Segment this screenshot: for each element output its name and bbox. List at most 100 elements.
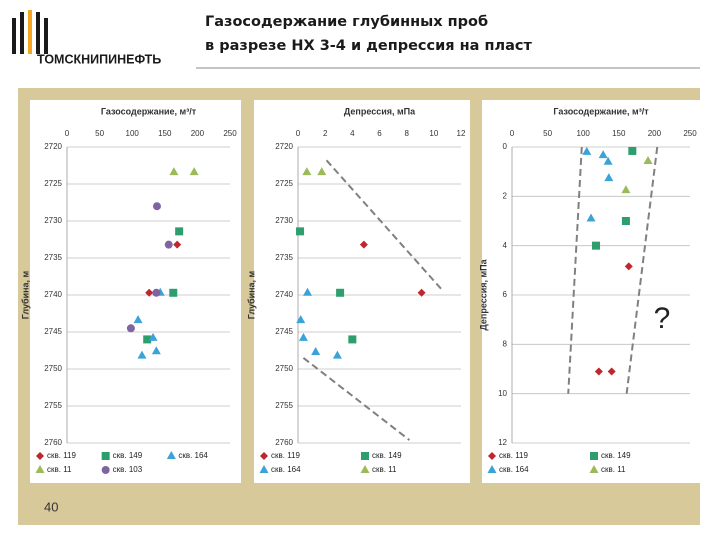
y-tick-label: 12 bbox=[498, 438, 507, 447]
y-tick-label: 2725 bbox=[44, 179, 62, 188]
x-tick-label: 150 bbox=[158, 129, 172, 138]
x-tick-label: 0 bbox=[296, 129, 301, 138]
legend-label: скв. 11 bbox=[372, 465, 397, 474]
x-tick-label: 10 bbox=[429, 129, 438, 138]
y-tick-label: 2720 bbox=[275, 142, 293, 151]
chart-box bbox=[482, 100, 700, 483]
chart-box bbox=[30, 100, 241, 483]
point bbox=[303, 287, 313, 296]
x-axis-title: Депрессия, мПа bbox=[344, 106, 416, 116]
legend-label: скв. 103 bbox=[113, 465, 143, 474]
trend-line bbox=[302, 357, 410, 441]
slide-title: в разрезе НХ 3-4 и депрессия на пласт bbox=[205, 38, 533, 54]
y-tick-label: 2725 bbox=[275, 179, 293, 188]
x-tick-label: 200 bbox=[191, 129, 205, 138]
y-tick-label: 2720 bbox=[44, 142, 62, 151]
y-axis-title: Депрессия, мПа bbox=[478, 258, 488, 330]
x-tick-label: 0 bbox=[65, 129, 70, 138]
point bbox=[643, 156, 653, 165]
point bbox=[175, 227, 184, 236]
x-tick-label: 12 bbox=[457, 129, 466, 138]
legend-marker bbox=[361, 452, 369, 460]
trend-line bbox=[325, 159, 443, 291]
point bbox=[628, 146, 637, 155]
y-axis-title: Глубина, м bbox=[246, 270, 256, 319]
chart: Депрессия, мПа Глубина, м 0 2 4 6 8 10 12 2720 272… bbox=[246, 100, 470, 483]
point bbox=[296, 315, 306, 324]
trend-line bbox=[567, 146, 583, 394]
y-tick-label: 2735 bbox=[275, 253, 293, 262]
annotation: ? bbox=[654, 302, 671, 335]
y-tick-label: 2730 bbox=[44, 216, 62, 225]
point bbox=[417, 288, 426, 297]
point bbox=[164, 240, 173, 249]
legend-label: скв. 11 bbox=[47, 465, 72, 474]
legend-marker bbox=[488, 452, 496, 460]
x-tick-label: 250 bbox=[223, 129, 237, 138]
chart-box bbox=[254, 100, 470, 483]
point bbox=[359, 240, 368, 249]
x-axis-title: Газосодержание, м³/т bbox=[101, 106, 197, 116]
x-tick-label: 0 bbox=[510, 129, 515, 138]
logo-bar bbox=[12, 18, 16, 54]
y-tick-label: 0 bbox=[503, 142, 508, 151]
legend-label: скв. 149 bbox=[113, 451, 143, 460]
legend-label: скв. 149 bbox=[372, 451, 402, 460]
legend-marker bbox=[590, 452, 598, 460]
point bbox=[598, 150, 608, 159]
point bbox=[133, 315, 143, 324]
legend-marker bbox=[35, 465, 45, 473]
legend-marker bbox=[260, 452, 268, 460]
x-tick-label: 150 bbox=[612, 129, 626, 138]
point bbox=[169, 288, 178, 297]
legend-marker bbox=[259, 465, 269, 473]
point bbox=[332, 350, 342, 359]
point bbox=[173, 240, 182, 249]
point bbox=[296, 227, 305, 236]
point bbox=[145, 288, 154, 297]
logo-text: ТОМСКНИПИНЕФТЬ bbox=[37, 52, 161, 66]
x-axis-title: Газосодержание, м³/т bbox=[553, 106, 649, 116]
y-tick-label: 2760 bbox=[44, 438, 62, 447]
y-tick-label: 4 bbox=[503, 241, 508, 250]
point bbox=[592, 241, 601, 250]
legend-marker bbox=[101, 466, 110, 474]
y-tick-label: 2730 bbox=[275, 216, 293, 225]
point bbox=[582, 146, 592, 155]
x-tick-label: 4 bbox=[350, 129, 355, 138]
chart: Газосодержание, м³/т Глубина, м 0 50 100 150 2… bbox=[20, 100, 241, 483]
point bbox=[151, 346, 161, 355]
y-tick-label: 2740 bbox=[275, 290, 293, 299]
legend-label: скв. 11 bbox=[601, 465, 626, 474]
logo-bar bbox=[20, 12, 24, 54]
legend-marker bbox=[589, 465, 599, 473]
point bbox=[621, 185, 631, 194]
point bbox=[298, 332, 308, 341]
legend-label: скв. 119 bbox=[499, 451, 529, 460]
y-tick-label: 2750 bbox=[44, 364, 62, 373]
y-tick-label: 2740 bbox=[44, 290, 62, 299]
x-tick-label: 100 bbox=[126, 129, 140, 138]
legend-marker bbox=[360, 465, 370, 473]
x-tick-label: 200 bbox=[648, 129, 662, 138]
slide-title: Газосодержание глубинных проб bbox=[205, 14, 488, 30]
logo-bar bbox=[28, 10, 32, 54]
logo-bar bbox=[36, 12, 40, 54]
point bbox=[604, 173, 614, 182]
point bbox=[311, 346, 321, 355]
point bbox=[317, 167, 327, 176]
legend-marker bbox=[487, 465, 497, 473]
point bbox=[143, 335, 152, 344]
point bbox=[336, 288, 345, 297]
y-tick-label: 2755 bbox=[275, 401, 293, 410]
legend-marker bbox=[36, 452, 44, 460]
x-tick-label: 50 bbox=[543, 129, 552, 138]
y-tick-label: 2745 bbox=[44, 327, 62, 336]
logo: ТОМСКНИПИНЕФТЬ bbox=[12, 10, 161, 66]
y-tick-label: 2735 bbox=[44, 253, 62, 262]
y-tick-label: 2760 bbox=[275, 438, 293, 447]
legend-label: скв. 164 bbox=[178, 451, 208, 460]
x-tick-label: 6 bbox=[377, 129, 382, 138]
y-tick-label: 8 bbox=[503, 339, 508, 348]
